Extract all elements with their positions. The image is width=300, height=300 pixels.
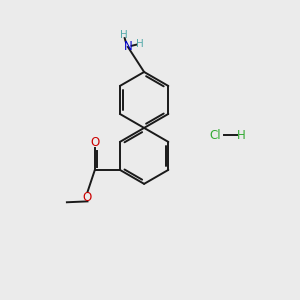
Text: H: H (120, 30, 128, 40)
Text: N: N (124, 40, 132, 53)
Text: O: O (83, 191, 92, 204)
Text: H: H (136, 39, 144, 49)
Text: H: H (237, 129, 246, 142)
Text: O: O (90, 136, 100, 149)
Text: Cl: Cl (209, 129, 220, 142)
